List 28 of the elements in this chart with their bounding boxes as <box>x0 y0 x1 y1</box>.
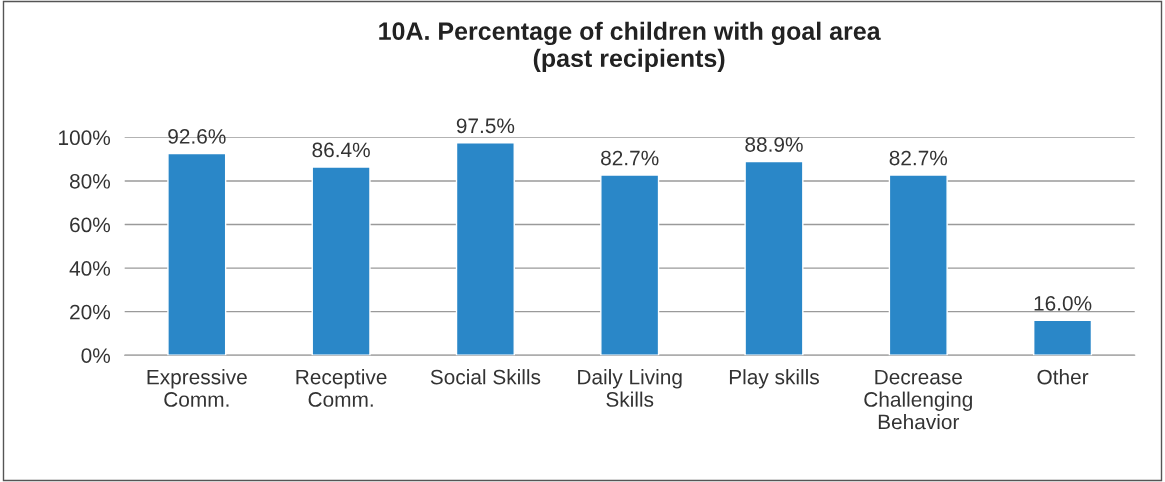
data-label: 82.7% <box>889 150 948 166</box>
y-tick-label: 60% <box>70 217 111 233</box>
y-tick-label: 40% <box>69 261 111 276</box>
bar <box>455 142 515 356</box>
data-label: 16.0% <box>1034 295 1092 311</box>
bar <box>744 160 804 356</box>
y-tick-label: 0% <box>81 348 111 363</box>
bar <box>600 174 660 356</box>
data-label: 86.4% <box>312 142 370 158</box>
x-tick-label: Play skills <box>729 369 819 389</box>
data-label: 92.6% <box>168 129 226 144</box>
y-tick-label: 80% <box>69 173 111 189</box>
x-tick-label: Receptive Comm. <box>296 369 387 407</box>
chart-title: 10A. Percentage of children with goal area (past recipients) <box>379 21 881 73</box>
bar <box>167 152 227 356</box>
data-label: 97.5% <box>456 118 515 134</box>
bar <box>1033 319 1093 356</box>
x-tick-label: Expressive Comm. <box>147 369 247 407</box>
x-tick-label: Other <box>1037 369 1089 385</box>
bar <box>311 166 371 356</box>
x-tick-label: Daily Living Skills <box>578 369 682 407</box>
x-tick-label: Decrease Challenging Behavior <box>864 369 972 430</box>
y-tick-label: 20% <box>70 304 111 320</box>
data-label: 88.9% <box>745 137 803 152</box>
x-tick-label: Social Skills <box>430 369 541 385</box>
y-tick-label: 100% <box>59 130 111 146</box>
bar <box>888 174 948 356</box>
data-label: 82.7% <box>601 150 659 166</box>
